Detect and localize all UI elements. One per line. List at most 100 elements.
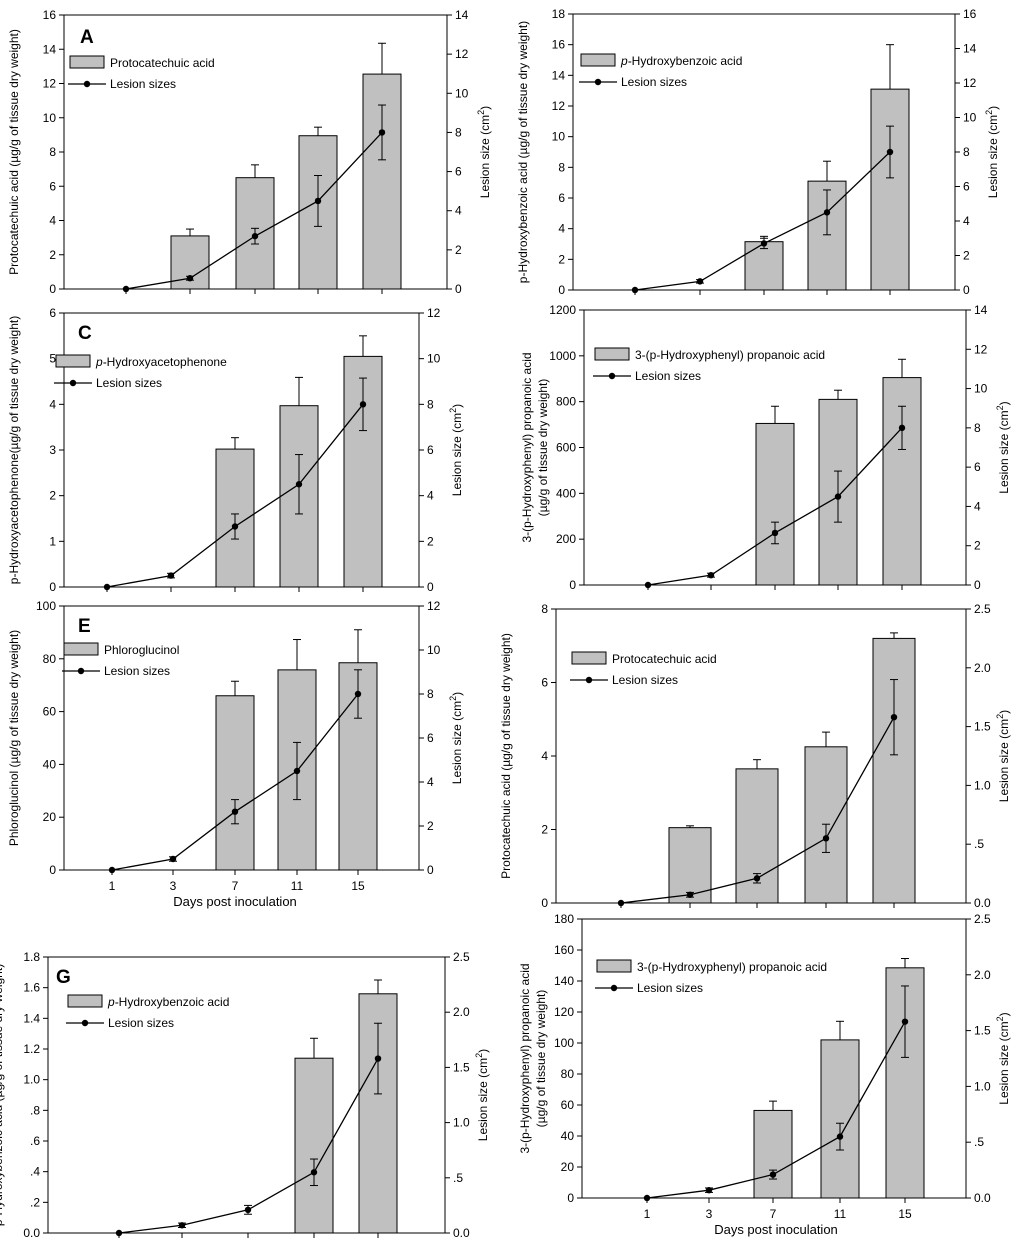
legend-bar-swatch [69,55,105,69]
right-axis-title: Lesion size (cm2) [995,1012,1011,1104]
right-tick-label: 2 [427,534,434,548]
lesion-point-day-1 [644,581,652,589]
lesion-point-day-1 [108,866,116,874]
left-tick-label: 180 [554,912,574,926]
left-tick-label: 14 [43,42,57,56]
legend-line-marker [585,676,593,684]
left-tick-label: 80 [43,652,57,666]
lesion-point-day-15 [354,690,362,698]
lesion-point-day-15 [901,1018,909,1025]
right-tick-label: 16 [963,7,977,21]
right-tick-label: 1.5 [453,1060,470,1074]
right-axis-title-tail: ) [997,401,1011,405]
left-tick-label: 600 [556,441,576,455]
lesion-point-day-7 [244,1206,252,1214]
legend-bar-swatch [67,994,103,1008]
right-tick-label: 14 [974,303,988,317]
left-tick-label: 160 [554,943,574,957]
plot-frame [47,956,446,1234]
left-tick-label: 6 [49,306,56,320]
right-tick-label: 2.5 [974,912,991,926]
lesion-point-day-11 [310,1169,318,1176]
lesion-point-day-15 [374,1055,382,1062]
panel-b: 0246810121416180246810121416Bp-Hydroxybe… [516,7,1000,297]
legend-bar-name: 3-(p-Hydroxyphenyl) propanoic acid [637,960,827,974]
right-tick-label: 2 [427,819,434,833]
right-tick-label: 4 [455,204,462,218]
legend-bar-name: Hydroxyacetophenone [107,355,227,369]
right-axis-title: Lesion size (cm2) [995,401,1011,493]
left-tick-label: .2 [30,1195,40,1209]
left-tick-label: 0 [49,580,56,594]
legend-line-marker [610,984,618,992]
right-tick-label: 6 [963,180,970,194]
left-tick-label: 2 [558,252,565,266]
left-tick-label: 1.0 [23,1073,40,1087]
lesion-point-day-3 [705,1186,713,1194]
left-tick-label: 120 [554,1005,574,1019]
lesion-point-day-7 [251,232,259,240]
panel-e: 0 20 40 60 80 100 0 2 4 6 8 10 12 1 3 7 11 15 Days post in… [7,599,464,909]
lesion-point-day-1 [643,1194,651,1202]
right-tick-label: 10 [963,111,977,125]
bar-day-3 [668,827,712,904]
legend-bar-name: Hydroxybenzoic acid [632,54,743,68]
right-tick-label: 0 [427,580,434,594]
x-tick-label: 11 [291,879,304,893]
lesion-point-day-11 [295,481,303,488]
left-axis-title: p-Hydroxybenzoic acid (µg/g of tissue dr… [516,21,530,283]
x-tick-label: 7 [770,1207,777,1221]
lesion-point-day-1 [115,1229,123,1237]
lesion-point-day-7 [760,240,768,247]
right-tick-label: 8 [455,125,462,139]
left-tick-label: 100 [36,599,56,613]
right-axis-title: Lesion size (cm2) [984,106,1000,198]
lesion-point-day-15 [898,424,906,432]
right-axis-title-sup: 2 [448,696,458,701]
right-axis-title-main: Lesion size (cm [997,719,1011,802]
right-tick-label: .5 [974,837,984,851]
right-axis-title: Lesion size (cm2) [474,1049,490,1141]
legend-bar-label: 3-(p-Hydroxyphenyl) propanoic acid [635,348,825,362]
lesion-point-day-3 [707,571,715,579]
lesion-point-day-7 [231,808,239,815]
panel-letter: G [56,967,71,988]
right-axis-title-main: Lesion size (cm [986,115,1000,198]
right-axis-title-sup: 2 [476,110,486,115]
lesion-point-day-11 [836,1133,844,1140]
right-tick-label: 4 [963,214,970,228]
legend-bar-label: p-Hydroxybenzoic acid [107,995,229,1009]
right-tick-label: 0.0 [974,896,991,910]
bar-day-15 [872,637,916,904]
right-tick-label: .5 [974,1135,984,1149]
right-tick-label: 0 [455,282,462,296]
left-tick-label: 40 [561,1129,575,1143]
legend-line-label: Lesion sizes [110,77,176,91]
right-tick-label: 8 [427,397,434,411]
legend-line-label: Lesion sizes [96,376,162,390]
left-axis-title: p-Hydroxyacetophenone(µg/g of tissue dry… [7,316,21,584]
right-axis-title-tail: ) [476,1049,490,1053]
lesion-point-day-3 [686,891,694,898]
left-tick-label: 0 [558,283,565,297]
left-tick-label: 1.4 [23,1011,40,1025]
lesion-point-day-15 [890,713,898,721]
x-tick-label: 3 [170,879,177,893]
right-tick-label: 0 [427,863,434,877]
right-tick-label: 4 [427,775,434,789]
lesion-point-day-15 [378,129,386,136]
right-axis-title-main: Lesion size (cm [478,115,492,198]
right-axis-title: Lesion size (cm2) [448,692,464,784]
legend-line-label: Lesion sizes [635,369,701,383]
left-tick-label: 8 [541,602,548,616]
right-axis-title-tail: ) [997,710,1011,714]
left-axis-title: Protocatechuic acid (µg/g of tissue dry … [499,633,513,879]
left-tick-label: 16 [43,8,57,22]
left-tick-label: 6 [558,191,565,205]
lesion-point-day-3 [169,855,177,863]
right-tick-label: 6 [974,460,981,474]
right-axis-title-main: Lesion size (cm [476,1058,490,1141]
left-tick-label: 5 [49,352,56,366]
left-tick-label: 1 [49,534,56,548]
panel-letter: A [80,27,94,48]
